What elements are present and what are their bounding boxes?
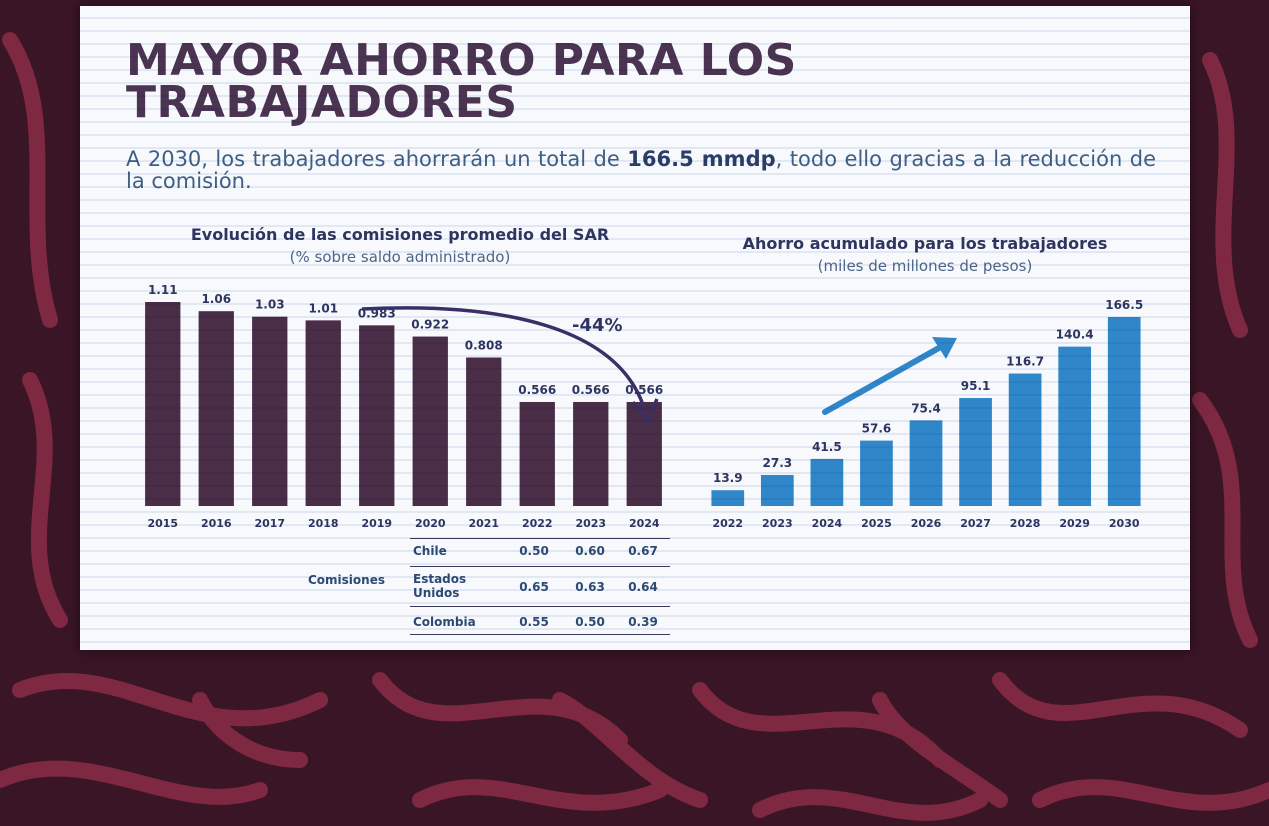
- table-rule-middle: [410, 566, 670, 567]
- right-chart-tick-label: 2026: [911, 517, 942, 530]
- table-cell: 0.39: [628, 615, 658, 629]
- right-chart-value-label: 140.4: [1056, 328, 1094, 342]
- left-chart-bar-2019: [359, 325, 395, 506]
- table-cell: 0.65: [519, 580, 549, 594]
- table-country-label: Estados Unidos: [413, 572, 467, 600]
- right-chart-bar-2028: [1008, 373, 1042, 506]
- right-chart-tick-label: 2029: [1059, 517, 1090, 530]
- right-chart-value-label: 75.4: [911, 401, 941, 415]
- left-chart-bar-2022: [519, 401, 555, 506]
- subtitle-highlight: 166.5 mmdp: [627, 147, 776, 171]
- left-chart-value-label: 1.03: [255, 298, 285, 312]
- right-chart-value-label: 166.5: [1105, 298, 1143, 312]
- right-chart-bar-2022: [711, 490, 745, 506]
- left-chart-bar-2018: [305, 320, 341, 506]
- right-chart-value-label: 116.7: [1006, 355, 1044, 369]
- left-chart-value-label: 0.566: [625, 383, 663, 397]
- left-chart-tick-label: 2020: [415, 517, 446, 530]
- right-chart-value-label: 57.6: [862, 422, 892, 436]
- right-chart-tick-label: 2030: [1109, 517, 1140, 530]
- left-chart-bar-2016: [198, 311, 234, 506]
- right-chart-bar-2024: [810, 458, 844, 506]
- left-chart-tick-label: 2021: [468, 517, 499, 530]
- table-cell: 0.64: [628, 580, 658, 594]
- table-rule-lower: [410, 606, 670, 607]
- slide-subtitle: A 2030, los trabajadores ahorrarán un to…: [126, 148, 1156, 192]
- right-chart-bar-2026: [909, 420, 943, 506]
- decline-arrowhead-icon: [631, 398, 659, 424]
- subtitle-text-end: , todo ello gracias a la reducción de la…: [126, 147, 1156, 193]
- right-chart-tick-label: 2022: [712, 517, 743, 530]
- left-chart-bar-2015: [145, 302, 181, 506]
- left-chart-value-label: 1.06: [201, 292, 231, 306]
- table-cell: 0.50: [575, 615, 605, 629]
- left-chart-value-label: 0.922: [411, 318, 449, 332]
- right-chart-value-label: 27.3: [763, 456, 793, 470]
- left-chart-tick-label: 2015: [147, 517, 178, 530]
- left-chart-subtitle: (% sobre saldo administrado): [289, 248, 511, 266]
- slide-title: MAYOR AHORRO PARA LOS TRABAJADORES: [126, 35, 797, 128]
- left-chart-tick-label: 2024: [629, 517, 660, 530]
- right-chart-value-label: 41.5: [812, 440, 842, 454]
- left-chart-tick-label: 2019: [361, 517, 392, 530]
- table-row-label: Comisiones: [308, 573, 385, 587]
- presentation-slide: MAYOR AHORRO PARA LOS TRABAJADORES A 203…: [80, 6, 1190, 650]
- left-chart-bar-2021: [466, 357, 502, 506]
- left-chart-tick-label: 2016: [201, 517, 232, 530]
- table-country-label: Colombia: [413, 615, 476, 629]
- left-chart-bar-2020: [412, 336, 448, 506]
- right-chart-tick-label: 2024: [812, 517, 843, 530]
- right-chart-bar-2025: [860, 440, 893, 506]
- growth-arrow-icon: [822, 341, 949, 415]
- right-chart-bar-2029: [1058, 346, 1092, 506]
- left-chart-value-label: 1.01: [308, 301, 338, 315]
- charts-canvas: 1.1120151.0620161.0320171.0120180.983201…: [145, 283, 1143, 530]
- reduction-annotation: -44%: [572, 315, 623, 336]
- left-chart-bar-2023: [573, 401, 609, 506]
- left-chart-tick-label: 2017: [254, 517, 285, 530]
- growth-arrowhead-icon: [932, 337, 957, 359]
- left-chart-title: Evolución de las comisiones promedio del…: [190, 225, 610, 244]
- left-chart-value-label: 0.566: [518, 383, 556, 397]
- table-rule-top: [410, 538, 670, 539]
- right-chart-bar-2030: [1107, 317, 1141, 506]
- right-chart-tick-label: 2028: [1010, 517, 1041, 530]
- left-chart-value-label: 1.11: [148, 283, 178, 297]
- table-country-label: Chile: [413, 544, 447, 558]
- right-chart-bar-2027: [959, 398, 992, 506]
- left-chart-tick-label: 2018: [308, 517, 339, 530]
- decline-arrow-icon: [361, 306, 647, 412]
- table-cell: 0.63: [575, 580, 605, 594]
- table-cell: 0.50: [519, 544, 549, 558]
- right-chart-tick-label: 2023: [762, 517, 793, 530]
- right-chart-tick-label: 2025: [861, 517, 892, 530]
- right-chart-title: Ahorro acumulado para los trabajadores: [742, 234, 1108, 253]
- right-chart-bar-2023: [760, 475, 794, 506]
- right-chart-tick-label: 2027: [960, 517, 991, 530]
- left-chart-tick-label: 2022: [522, 517, 553, 530]
- table-rule-bottom: [410, 634, 670, 635]
- left-chart-value-label: 0.808: [465, 339, 503, 353]
- subtitle-text-start: A 2030, los trabajadores ahorrarán un to…: [126, 147, 628, 171]
- right-chart-value-label: 13.9: [713, 471, 743, 485]
- left-chart-value-label: 0.566: [572, 383, 610, 397]
- right-chart-value-label: 95.1: [961, 379, 991, 393]
- right-chart-subtitle: (miles de millones de pesos): [817, 257, 1033, 275]
- left-chart-tick-label: 2023: [575, 517, 606, 530]
- left-chart-bar-2017: [252, 316, 288, 506]
- table-cell: 0.67: [628, 544, 658, 558]
- table-cell: 0.60: [575, 544, 605, 558]
- table-cell: 0.55: [519, 615, 549, 629]
